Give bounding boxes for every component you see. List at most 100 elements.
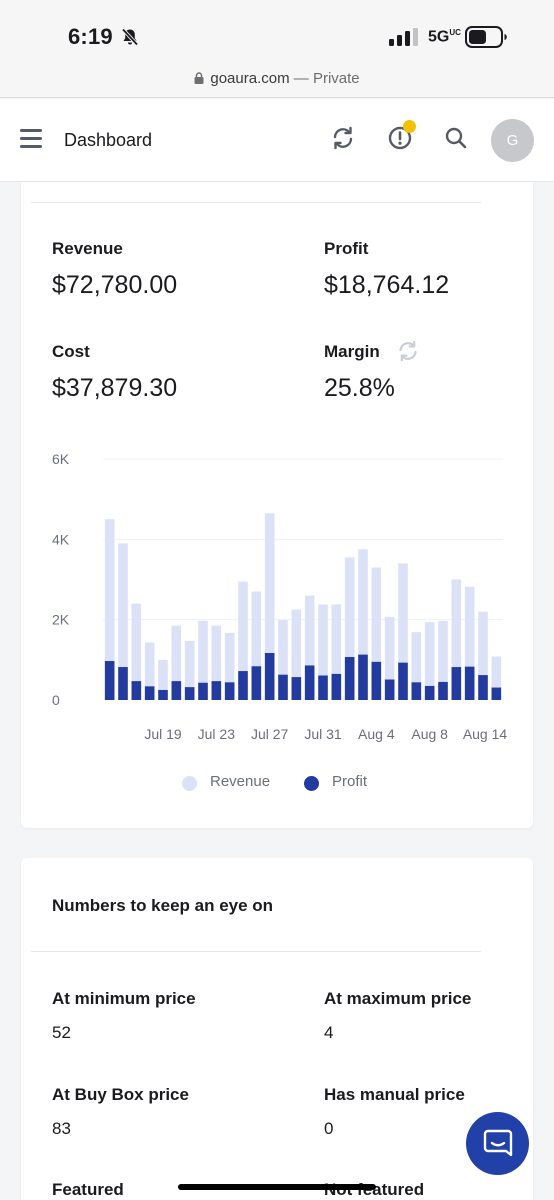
stat-label: At maximum price: [324, 989, 472, 1008]
profit-bar[interactable]: [358, 654, 368, 700]
revenue-bar[interactable]: [104, 519, 115, 700]
revenue-bar[interactable]: [184, 640, 195, 700]
profit-bar[interactable]: [184, 687, 195, 700]
profit-bar[interactable]: [171, 681, 182, 700]
legend-revenue-label[interactable]: Revenue: [210, 773, 271, 790]
profit-bar[interactable]: [304, 665, 315, 700]
revenue-bar[interactable]: [438, 620, 448, 700]
revenue-bar[interactable]: [331, 604, 342, 700]
cost-value: $37,879.30: [52, 374, 178, 402]
revenue-bar[interactable]: [198, 620, 208, 700]
avatar[interactable]: G: [491, 119, 534, 162]
profit-bar[interactable]: [478, 675, 488, 700]
revenue-profit-chart: 6K 4K 2K 0 Jul 19 Jul 23 Jul 27 Jul 31 Aug 4 Aug…: [52, 451, 507, 742]
numbers-section-title: Numbers to keep an eye on: [52, 896, 274, 915]
chart-x-axis: Jul 19 Jul 23 Jul 27 Jul 31 Aug 4 Aug 8 Aug 14: [144, 726, 507, 742]
profit-bar[interactable]: [211, 681, 222, 700]
revenue-bar[interactable]: [238, 581, 248, 700]
profit-bar[interactable]: [344, 657, 355, 700]
revenue-bar[interactable]: [251, 591, 262, 700]
revenue-bar[interactable]: [291, 609, 302, 701]
profit-bar[interactable]: [384, 679, 395, 700]
revenue-bar[interactable]: [318, 604, 328, 700]
x-tick-label: Jul 27: [251, 726, 289, 742]
revenue-bar[interactable]: [211, 625, 222, 700]
bell-slash-icon: [121, 28, 139, 46]
card-divider: [31, 202, 481, 203]
profit-bar[interactable]: [491, 687, 502, 700]
revenue-bar[interactable]: [158, 659, 168, 700]
revenue-bar[interactable]: [224, 632, 235, 700]
revenue-bar[interactable]: [451, 579, 462, 701]
menu-icon[interactable]: [20, 129, 42, 148]
profit-bar[interactable]: [411, 682, 422, 700]
sales-summary-card: [21, 182, 533, 828]
profit-label: Profit: [324, 239, 369, 258]
chart-bars: [104, 513, 502, 701]
search-icon[interactable]: [443, 125, 469, 151]
margin-label: Margin: [324, 342, 380, 361]
profit-bar[interactable]: [238, 671, 248, 700]
profit-bar[interactable]: [398, 662, 408, 700]
profit-bar[interactable]: [424, 685, 435, 700]
profit-bar[interactable]: [264, 653, 275, 700]
revenue-bar[interactable]: [131, 603, 142, 700]
signal-icon: [389, 28, 418, 46]
profit-bar[interactable]: [438, 681, 448, 700]
browsing-mode: Private: [312, 70, 360, 87]
profit-bar[interactable]: [451, 667, 462, 700]
notification-badge: [403, 120, 416, 133]
refresh-icon[interactable]: [330, 125, 356, 151]
app-header: Dashboard: [0, 99, 554, 182]
stat-label: At minimum price: [52, 989, 196, 1008]
revenue-bar[interactable]: [304, 595, 315, 700]
profit-bar[interactable]: [291, 677, 302, 700]
alert-icon[interactable]: [387, 125, 413, 151]
revenue-bar[interactable]: [278, 620, 288, 700]
url-bar[interactable]: goaura.com — Private: [0, 58, 554, 98]
profit-bar[interactable]: [371, 661, 382, 700]
profit-bar[interactable]: [144, 686, 155, 700]
revenue-bar[interactable]: [118, 543, 128, 700]
revenue-bar[interactable]: [264, 513, 275, 700]
profit-bar[interactable]: [464, 666, 475, 700]
url-host: goaura.com: [210, 70, 290, 87]
revenue-bar[interactable]: [344, 557, 355, 700]
stat-value[interactable]: 83: [52, 1119, 71, 1138]
profit-bar[interactable]: [251, 666, 262, 700]
revenue-bar[interactable]: [464, 586, 475, 700]
profit-value: $18,764.12: [324, 271, 450, 299]
stat-value[interactable]: 0: [324, 1119, 334, 1138]
revenue-bar[interactable]: [171, 625, 182, 700]
profit-bar[interactable]: [198, 682, 208, 700]
profit-bar[interactable]: [131, 681, 142, 700]
profit-bar[interactable]: [224, 682, 235, 700]
legend-revenue-swatch: [182, 776, 197, 791]
profit-bar[interactable]: [278, 674, 288, 700]
stat-value[interactable]: 52: [52, 1023, 71, 1042]
revenue-bar[interactable]: [398, 563, 408, 700]
revenue-bar[interactable]: [491, 656, 502, 700]
revenue-bar[interactable]: [371, 567, 382, 700]
profit-bar[interactable]: [104, 661, 115, 700]
profit-bar[interactable]: [331, 673, 342, 700]
revenue-bar[interactable]: [384, 616, 395, 700]
revenue-bar[interactable]: [144, 642, 155, 700]
legend-profit-label[interactable]: Profit: [332, 773, 368, 790]
profit-bar[interactable]: [118, 667, 128, 700]
stat-value[interactable]: 4: [324, 1023, 334, 1042]
sync-icon[interactable]: [396, 339, 420, 363]
margin-value: 25.8%: [324, 374, 395, 402]
home-indicator: [178, 1184, 376, 1190]
profit-bar[interactable]: [158, 689, 168, 700]
url-separator: —: [289, 70, 313, 87]
revenue-bar[interactable]: [358, 549, 368, 701]
chat-button[interactable]: [466, 1112, 529, 1175]
y-tick-label: 0: [52, 692, 60, 708]
revenue-bar[interactable]: [424, 622, 435, 700]
revenue-bar[interactable]: [411, 632, 422, 700]
profit-bar[interactable]: [318, 675, 328, 701]
network-label: 5GUC: [428, 28, 461, 46]
revenue-label: Revenue: [52, 239, 123, 258]
revenue-bar[interactable]: [478, 611, 488, 700]
